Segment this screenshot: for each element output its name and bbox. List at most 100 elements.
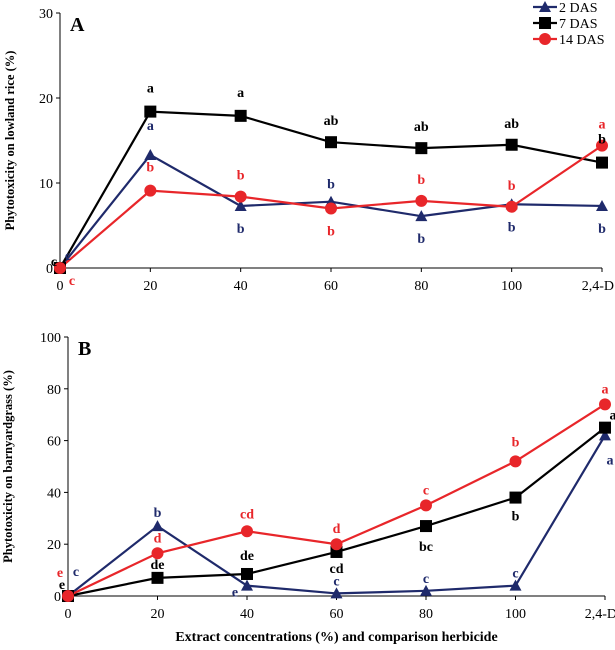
y-tick-label: 20 xyxy=(47,538,61,553)
y-tick-label: 10 xyxy=(39,177,53,192)
y-axis-title: Phytotoxicity on lowland rice (%) xyxy=(3,51,17,231)
data-point xyxy=(505,138,518,151)
significance-letter: de xyxy=(240,549,254,564)
x-tick-label: 0 xyxy=(65,607,72,622)
y-axis-title: Phytotoxicity on barnyardgrass (%) xyxy=(1,370,15,563)
data-point xyxy=(509,491,522,504)
data-point xyxy=(415,194,428,207)
significance-letter: a xyxy=(602,382,609,397)
data-point xyxy=(54,262,66,274)
data-point xyxy=(596,156,608,169)
y-tick-label: 40 xyxy=(47,486,61,501)
data-point xyxy=(151,547,164,560)
significance-letter: b xyxy=(146,161,154,176)
significance-letter: cd xyxy=(330,562,344,577)
panel-label: A xyxy=(70,14,85,36)
significance-letter: cd xyxy=(240,507,254,522)
significance-letter: ab xyxy=(504,117,519,132)
significance-letter: a xyxy=(147,82,154,97)
legend-label: 2 DAS xyxy=(559,1,598,16)
significance-letter: b xyxy=(598,133,606,148)
y-tick-label: 20 xyxy=(39,92,53,107)
data-point xyxy=(415,210,428,222)
significance-letter: e xyxy=(59,578,65,593)
significance-letter: c xyxy=(51,255,57,270)
x-tick-label: 60 xyxy=(330,607,344,622)
x-tick-label: 40 xyxy=(234,279,248,294)
significance-letter: c xyxy=(333,574,339,589)
significance-letter: ab xyxy=(324,114,339,129)
data-point xyxy=(151,520,164,532)
data-point xyxy=(144,105,157,118)
data-point xyxy=(420,499,432,512)
data-point xyxy=(144,184,157,197)
significance-letter: c xyxy=(512,567,518,582)
significance-letter: b xyxy=(512,435,520,450)
data-point xyxy=(415,142,428,155)
legend-marker xyxy=(539,17,551,29)
data-point xyxy=(241,579,253,591)
data-point xyxy=(599,398,611,411)
x-tick-label: 2,4-D xyxy=(582,279,614,294)
data-point xyxy=(234,190,247,203)
y-tick-label: 100 xyxy=(40,331,61,346)
significance-letter: b xyxy=(512,510,520,525)
data-point xyxy=(509,455,522,468)
significance-letter: b xyxy=(508,179,516,194)
data-point xyxy=(330,587,343,599)
data-point xyxy=(596,139,608,152)
x-tick-label: 20 xyxy=(143,279,157,294)
significance-letter: e xyxy=(232,586,238,601)
legend-label: 7 DAS xyxy=(559,17,598,32)
data-point xyxy=(234,109,247,122)
significance-letter: b xyxy=(508,220,516,235)
x-tick-label: 80 xyxy=(419,607,433,622)
significance-letter: a xyxy=(237,86,244,101)
significance-letter: a xyxy=(607,453,614,468)
significance-letter: b xyxy=(417,173,425,188)
significance-letter: b xyxy=(598,222,606,237)
significance-letter: c xyxy=(73,565,79,580)
significance-letter: a xyxy=(610,409,615,424)
legend-marker xyxy=(539,1,551,12)
data-point xyxy=(599,429,611,441)
significance-letter: b xyxy=(154,506,162,521)
y-tick-label: 0 xyxy=(46,262,53,277)
x-tick-label: 100 xyxy=(501,279,522,294)
significance-letter: a xyxy=(599,118,606,133)
data-point xyxy=(62,590,74,602)
significance-letter: c xyxy=(69,274,75,289)
significance-letter: ab xyxy=(414,120,429,135)
data-point xyxy=(325,136,337,149)
data-point xyxy=(234,199,247,211)
data-point xyxy=(599,421,611,434)
y-tick-label: 60 xyxy=(47,435,61,450)
data-point xyxy=(509,579,522,591)
data-point xyxy=(325,202,337,215)
x-tick-label: 2,4-D xyxy=(585,607,615,622)
significance-letter: e xyxy=(57,566,63,581)
data-point xyxy=(505,200,518,213)
x-tick-label: 0 xyxy=(57,279,64,294)
significance-letter: b xyxy=(237,169,245,184)
data-point xyxy=(144,148,157,160)
x-tick-label: 60 xyxy=(324,279,338,294)
significance-letter: c xyxy=(423,483,429,498)
significance-letter: a xyxy=(147,119,154,134)
data-point xyxy=(420,584,432,596)
x-tick-label: 40 xyxy=(240,607,254,622)
y-tick-label: 80 xyxy=(47,383,61,398)
x-tick-label: 80 xyxy=(414,279,428,294)
data-point xyxy=(596,199,608,211)
legend-marker xyxy=(539,33,551,45)
y-tick-label: 30 xyxy=(39,7,53,22)
panel-label: B xyxy=(78,338,91,360)
legend-label: 14 DAS xyxy=(559,33,605,48)
x-tick-label: 100 xyxy=(505,607,526,622)
significance-letter: d xyxy=(154,531,162,546)
significance-letter: b xyxy=(327,225,335,240)
data-point xyxy=(420,520,432,533)
significance-letter: de xyxy=(151,558,165,573)
data-point xyxy=(151,571,164,584)
